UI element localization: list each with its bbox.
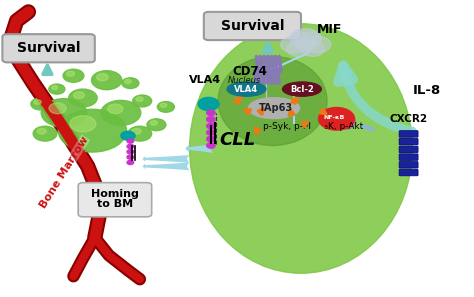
Circle shape [127,139,134,143]
Circle shape [34,100,41,104]
Circle shape [287,42,310,56]
Circle shape [302,32,319,42]
FancyBboxPatch shape [399,138,418,145]
Circle shape [207,130,215,135]
Circle shape [63,69,84,82]
Circle shape [69,89,97,107]
Text: K, p-Akt: K, p-Akt [328,122,364,131]
Text: CLL: CLL [219,131,255,148]
Circle shape [127,155,134,159]
Text: Survival: Survival [17,41,80,55]
Circle shape [101,100,141,125]
Text: IL-8: IL-8 [412,84,441,97]
Text: TAp63: TAp63 [259,103,293,113]
FancyBboxPatch shape [399,169,418,176]
Circle shape [108,104,123,114]
Ellipse shape [227,82,266,96]
Circle shape [147,119,166,131]
Circle shape [49,84,65,94]
Ellipse shape [248,98,300,119]
FancyBboxPatch shape [204,12,301,40]
Text: NF-κB: NF-κB [323,115,345,120]
Circle shape [132,128,141,134]
Circle shape [127,160,134,165]
Text: to BM: to BM [97,199,133,209]
Circle shape [52,86,58,89]
Circle shape [41,99,87,127]
Circle shape [207,110,215,116]
Circle shape [290,29,321,48]
Circle shape [49,103,66,114]
Text: VLA4: VLA4 [235,85,258,94]
Circle shape [73,92,84,99]
Circle shape [91,71,122,90]
Text: Survival: Survival [221,19,284,33]
Circle shape [37,128,46,134]
Circle shape [207,143,215,148]
Ellipse shape [218,56,327,146]
FancyBboxPatch shape [399,154,418,160]
Text: CXCR2: CXCR2 [390,114,428,124]
Circle shape [127,144,134,148]
Circle shape [292,32,310,42]
Circle shape [66,71,74,76]
FancyArrowPatch shape [338,65,412,132]
Circle shape [157,102,174,112]
Circle shape [207,123,215,129]
Text: p-Syk, p-PI: p-Syk, p-PI [263,122,311,131]
Circle shape [160,103,167,107]
Text: Nucleus: Nucleus [228,76,261,85]
Circle shape [31,98,50,110]
Circle shape [207,117,215,122]
Circle shape [133,95,152,107]
Circle shape [121,131,135,140]
Text: 3: 3 [323,125,327,129]
FancyBboxPatch shape [399,162,418,168]
Text: MIF: MIF [317,23,342,36]
Circle shape [128,126,152,141]
Circle shape [301,42,325,56]
FancyBboxPatch shape [399,146,418,153]
Text: CD74: CD74 [233,65,268,78]
Circle shape [136,97,143,101]
Text: VLA4: VLA4 [189,75,221,85]
Text: Bone Marrow: Bone Marrow [38,135,90,210]
Ellipse shape [337,114,356,129]
Circle shape [319,108,355,130]
Circle shape [125,79,131,83]
FancyBboxPatch shape [399,131,418,137]
Circle shape [150,121,157,125]
FancyBboxPatch shape [78,183,152,217]
Circle shape [127,150,134,154]
Circle shape [295,38,316,51]
Circle shape [304,36,331,53]
Text: Bcl-2: Bcl-2 [290,85,314,94]
Text: Homing: Homing [91,189,139,199]
FancyBboxPatch shape [2,34,95,62]
Circle shape [198,97,219,110]
Circle shape [207,136,215,142]
Circle shape [58,109,127,152]
Circle shape [122,78,139,89]
Circle shape [70,116,96,132]
Circle shape [281,36,307,53]
Circle shape [33,126,57,141]
Circle shape [97,74,108,81]
Ellipse shape [190,24,412,273]
Ellipse shape [283,82,321,96]
